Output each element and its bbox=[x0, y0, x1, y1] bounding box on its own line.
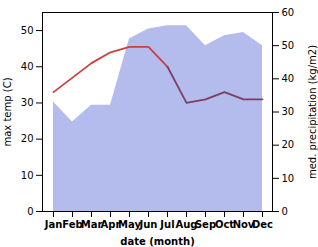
svg-text:40: 40 bbox=[282, 73, 295, 84]
svg-text:May: May bbox=[118, 219, 141, 230]
svg-text:Dec: Dec bbox=[252, 219, 273, 230]
svg-text:30: 30 bbox=[21, 97, 34, 108]
svg-text:Feb: Feb bbox=[62, 219, 82, 230]
svg-text:40: 40 bbox=[21, 61, 34, 72]
svg-text:max temp (C): max temp (C) bbox=[2, 77, 13, 146]
svg-text:Sep: Sep bbox=[195, 219, 216, 230]
svg-text:Aug: Aug bbox=[175, 218, 198, 230]
svg-text:med. precipitation (kg/m2): med. precipitation (kg/m2) bbox=[307, 45, 318, 179]
svg-text:60: 60 bbox=[282, 7, 295, 18]
svg-text:0: 0 bbox=[27, 206, 33, 217]
svg-text:Nov: Nov bbox=[232, 218, 255, 230]
svg-text:Apr: Apr bbox=[100, 218, 121, 230]
svg-text:Jan: Jan bbox=[44, 219, 63, 230]
svg-text:date (month): date (month) bbox=[120, 236, 194, 247]
svg-text:Oct: Oct bbox=[215, 219, 234, 230]
svg-text:Jul: Jul bbox=[159, 219, 174, 230]
svg-text:Jun: Jun bbox=[139, 219, 158, 230]
svg-text:20: 20 bbox=[21, 133, 34, 144]
svg-text:50: 50 bbox=[21, 25, 34, 36]
svg-text:50: 50 bbox=[282, 40, 295, 51]
svg-text:10: 10 bbox=[282, 173, 295, 184]
svg-text:0: 0 bbox=[282, 206, 288, 217]
svg-text:20: 20 bbox=[282, 139, 295, 150]
svg-text:10: 10 bbox=[21, 170, 34, 181]
svg-text:30: 30 bbox=[282, 106, 295, 117]
svg-text:Mar: Mar bbox=[81, 219, 103, 230]
